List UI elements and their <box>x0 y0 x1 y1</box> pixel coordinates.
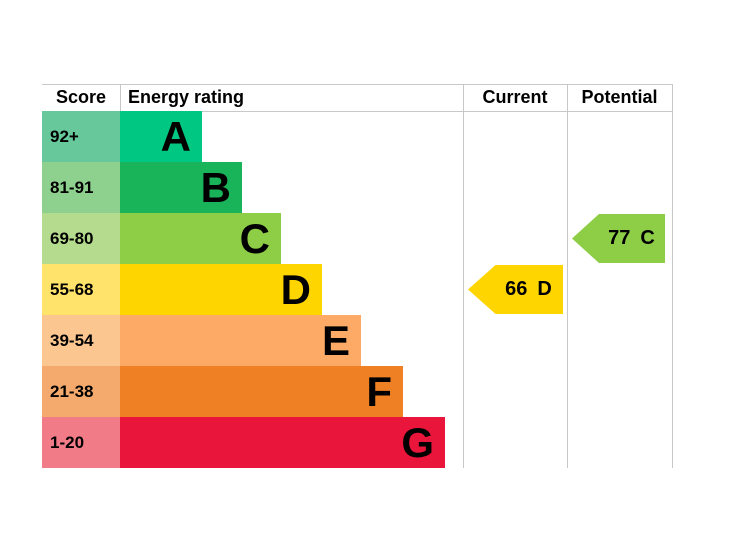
band-letter: B <box>200 163 231 211</box>
band-row-g: 1-20 G <box>42 417 445 468</box>
band-bar-g: G <box>120 417 445 468</box>
score-label: 69-80 <box>42 213 120 264</box>
current-rating-value: 66 <box>505 278 528 300</box>
current-column-divider <box>463 84 464 468</box>
band-bar-d: D <box>120 264 322 315</box>
score-label: 55-68 <box>42 264 120 315</box>
band-row-b: 81-91 B <box>42 162 242 213</box>
header-energy-rating: Energy rating <box>128 87 245 107</box>
current-rating-band: D <box>537 278 552 300</box>
band-bar-c: C <box>120 213 281 264</box>
score-label: 81-91 <box>42 162 120 213</box>
potential-rating-arrow: 77 C <box>572 214 665 263</box>
score-label: 1-20 <box>42 417 120 468</box>
band-bar-b: B <box>120 162 242 213</box>
score-label: 21-38 <box>42 366 120 417</box>
band-letter: A <box>160 112 191 160</box>
table-top-border <box>42 84 673 85</box>
band-row-a: 92+ A <box>42 111 202 162</box>
band-row-d: 55-68 D <box>42 264 322 315</box>
band-row-f: 21-38 F <box>42 366 403 417</box>
potential-column-divider <box>567 84 568 468</box>
potential-rating-value: 77 <box>608 227 631 249</box>
header-current: Current <box>482 87 548 107</box>
header-score: Score <box>55 87 107 107</box>
score-column-divider <box>120 84 121 111</box>
band-row-c: 69-80 C <box>42 213 281 264</box>
band-letter: C <box>239 214 270 262</box>
table-right-border <box>672 84 673 468</box>
band-bar-a: A <box>120 111 202 162</box>
band-letter: E <box>321 316 350 364</box>
header-potential: Potential <box>581 87 658 107</box>
band-row-e: 39-54 E <box>42 315 361 366</box>
potential-rating-band: C <box>640 227 655 249</box>
score-label: 92+ <box>42 111 120 162</box>
current-rating-arrow: 66 D <box>468 265 563 314</box>
score-label: 39-54 <box>42 315 120 366</box>
band-letter: F <box>366 367 392 415</box>
band-letter: D <box>280 265 311 313</box>
band-bar-e: E <box>120 315 361 366</box>
header-bottom-border <box>42 111 673 112</box>
band-letter: G <box>401 418 434 466</box>
band-bar-f: F <box>120 366 403 417</box>
